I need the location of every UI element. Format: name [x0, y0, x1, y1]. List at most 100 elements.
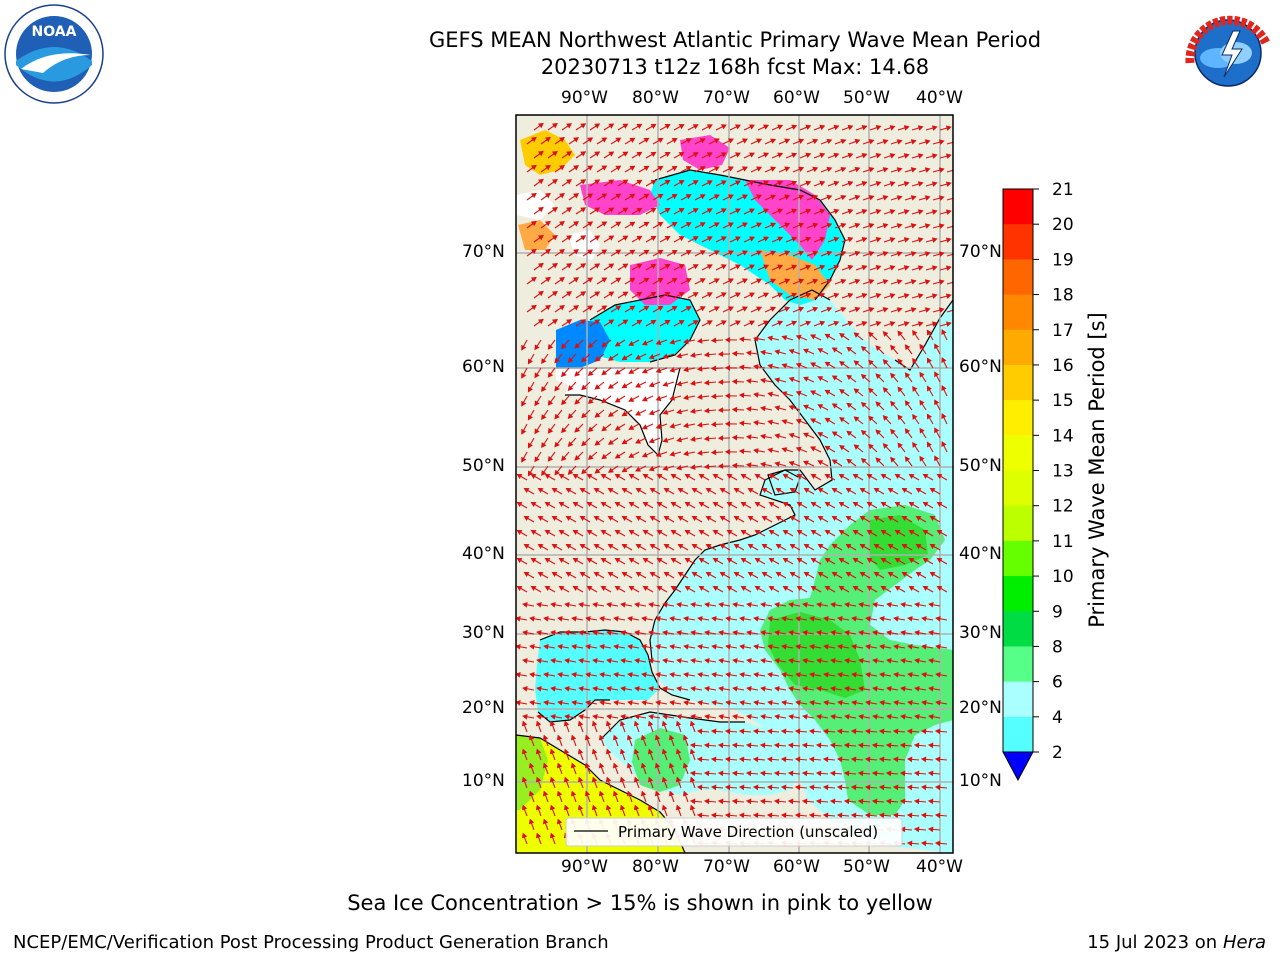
- wave-arrow-head: [675, 776, 682, 783]
- wave-arrow-head: [543, 615, 549, 622]
- wave-arrow-head: [826, 306, 833, 313]
- wave-arrow-head: [594, 123, 601, 129]
- wave-arrow-head: [536, 601, 542, 608]
- wave-arrow-head: [915, 487, 922, 493]
- wave-arrow-head: [767, 615, 773, 622]
- wave-arrow-head: [692, 236, 699, 242]
- wave-arrow-head: [749, 292, 755, 298]
- wave-arrow-head: [903, 293, 910, 299]
- wave-arrow-head: [650, 263, 657, 269]
- wave-arrow-head: [927, 742, 934, 749]
- wave-arrow-head: [812, 278, 819, 285]
- wave-arrow-head: [620, 685, 626, 692]
- wave-arrow-head: [934, 371, 940, 378]
- colorbar-label: Primary Wave Mean Period [s]: [1085, 312, 1109, 628]
- wave-arrow-head: [853, 444, 860, 450]
- wave-arrow-head: [600, 585, 607, 591]
- wave-arrow-head: [671, 278, 678, 284]
- colorbar-tick-label: 4: [1052, 708, 1063, 728]
- wave-arrow-head: [554, 357, 560, 364]
- wave-arrow-head: [650, 123, 657, 129]
- wave-arrow-head: [938, 139, 945, 145]
- wave-arrow-head: [782, 585, 789, 591]
- lat-label-right: 40°N: [959, 544, 1002, 564]
- wave-arrow-head: [621, 487, 628, 493]
- wave-arrow-head: [543, 671, 549, 678]
- wave-arrow-head: [704, 713, 710, 720]
- wave-arrow-head: [847, 264, 854, 271]
- wave-arrow-head: [516, 529, 523, 535]
- wave-arrow-head: [910, 139, 917, 145]
- wave-arrow-head: [572, 529, 579, 535]
- wave-arrow-head: [840, 250, 847, 257]
- wave-arrow-head: [719, 543, 726, 549]
- wave-arrow-head: [636, 235, 643, 241]
- wave-arrow-head: [606, 601, 612, 608]
- wave-arrow-head: [684, 529, 691, 535]
- wave-arrow-head: [780, 812, 787, 819]
- wave-arrow-head: [552, 291, 558, 297]
- wave-arrow-head: [554, 441, 560, 448]
- wave-arrow-head: [924, 139, 931, 145]
- colorbar-segment: [1003, 259, 1033, 296]
- colorbar-tick-label: 20: [1052, 215, 1074, 235]
- wave-arrow-head: [697, 699, 703, 706]
- wave-arrow-head: [903, 153, 910, 159]
- wave-arrow-head: [587, 249, 594, 255]
- wave-arrow-head: [901, 543, 908, 549]
- wave-arrow-head: [912, 385, 918, 392]
- wave-arrow-head: [698, 529, 705, 535]
- wave-arrow-head: [570, 734, 577, 741]
- wave-arrow-head: [837, 615, 843, 622]
- wave-arrow-head: [564, 629, 570, 636]
- wave-arrow-head: [572, 557, 579, 563]
- wave-arrow-head: [810, 557, 817, 563]
- wave-arrow-head: [676, 464, 682, 471]
- wave-arrow-head: [781, 335, 788, 341]
- wave-arrow-head: [761, 543, 768, 549]
- wave-arrow-head: [917, 125, 924, 131]
- lat-label-left: 30°N: [462, 623, 505, 643]
- wave-arrow-head: [808, 812, 815, 819]
- wave-arrow-head: [718, 601, 724, 608]
- wave-arrow-head: [745, 378, 752, 384]
- wave-arrow-head: [941, 357, 947, 364]
- wave-arrow-head: [587, 221, 594, 227]
- wave-arrow-head: [521, 748, 528, 755]
- wave-arrow-head: [581, 440, 587, 447]
- wave-arrow-head: [747, 543, 754, 549]
- wave-arrow-head: [601, 305, 608, 311]
- wave-arrow-head: [878, 756, 885, 763]
- wave-arrow-head: [619, 720, 626, 727]
- wave-arrow-head: [732, 601, 738, 608]
- wave-arrow-head: [763, 264, 770, 270]
- wave-arrow-head: [892, 728, 899, 735]
- wave-arrow-head: [795, 334, 802, 341]
- wave-arrow-head: [607, 439, 614, 445]
- wave-arrow-head: [753, 615, 759, 622]
- wave-arrow-head: [781, 643, 787, 650]
- wave-arrow-head: [816, 713, 822, 720]
- wave-arrow-head: [738, 336, 745, 343]
- wave-arrow-head: [900, 685, 906, 692]
- wave-arrow-head: [523, 571, 530, 577]
- wave-arrow-head: [941, 329, 947, 336]
- wave-arrow-head: [931, 181, 938, 187]
- wave-arrow-head: [544, 529, 551, 535]
- wave-arrow-head: [724, 728, 731, 735]
- wave-arrow-head: [740, 473, 747, 479]
- wave-arrow-head: [671, 222, 678, 228]
- wave-arrow-head: [787, 742, 794, 749]
- wave-arrow-head: [586, 585, 593, 591]
- wave-arrow-head: [635, 487, 642, 493]
- wave-arrow-head: [558, 473, 565, 479]
- wave-arrow-head: [741, 222, 748, 228]
- wave-arrow-head: [774, 405, 781, 411]
- wave-arrow-head: [727, 278, 734, 284]
- wave-arrow-head: [903, 321, 910, 327]
- wave-arrow-head: [547, 371, 554, 378]
- wave-arrow-head: [545, 136, 551, 143]
- wave-arrow-head: [941, 413, 947, 420]
- wave-arrow-head: [784, 250, 791, 256]
- wave-arrow-head: [861, 265, 868, 271]
